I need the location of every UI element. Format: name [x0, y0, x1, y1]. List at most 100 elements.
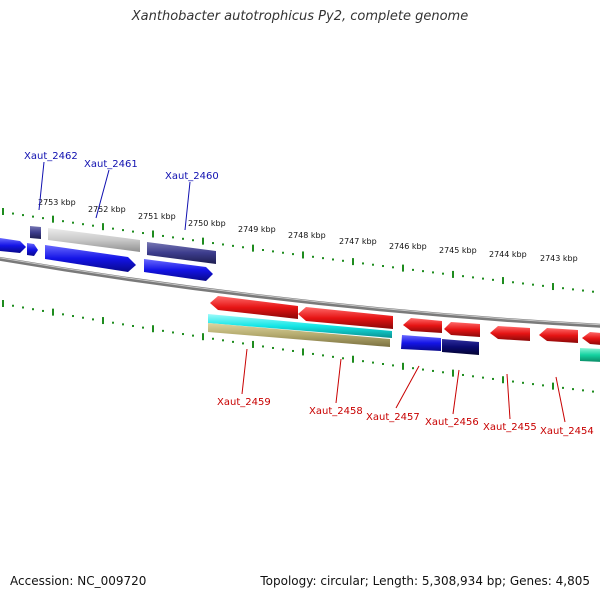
- gene-xaut-2460[interactable]: [147, 242, 216, 264]
- scale-label: 2745 kbp: [439, 246, 477, 255]
- scale-label: 2750 kbp: [188, 219, 226, 228]
- minor-tick: [62, 220, 64, 223]
- minor-tick: [532, 383, 534, 386]
- scale-label: 2752 kbp: [88, 205, 126, 214]
- minor-tick: [342, 357, 344, 360]
- minor-tick: [72, 221, 74, 224]
- minor-tick: [222, 339, 224, 342]
- minor-tick: [412, 367, 414, 370]
- minor-tick: [132, 230, 134, 233]
- minor-tick: [312, 352, 314, 355]
- major-tick: [252, 244, 254, 252]
- major-tick: [502, 376, 504, 384]
- minor-tick: [22, 214, 24, 217]
- minor-tick: [592, 390, 594, 393]
- minor-tick: [122, 323, 124, 326]
- gene-xaut-2457-cds[interactable]: [401, 335, 441, 351]
- minor-tick: [262, 249, 264, 252]
- minor-tick: [122, 229, 124, 232]
- minor-tick: [212, 242, 214, 245]
- minor-tick: [462, 373, 464, 376]
- gene-feature-tan[interactable]: [208, 323, 390, 347]
- minor-tick: [82, 316, 84, 319]
- minor-tick: [142, 232, 144, 235]
- minor-tick: [572, 288, 574, 291]
- gene-xaut-2454[interactable]: [539, 328, 578, 343]
- bottom-gene-labels: Xaut_2459 Xaut_2458 Xaut_2457 Xaut_2456 …: [217, 348, 594, 437]
- top-gene-labels: Xaut_2462 Xaut_2461 Xaut_2460: [24, 151, 219, 231]
- scale-label: 2751 kbp: [138, 212, 176, 221]
- minor-tick: [62, 313, 64, 316]
- minor-tick: [262, 345, 264, 348]
- gene-feature-teal[interactable]: [580, 348, 600, 362]
- gene-feature-blue-2[interactable]: [144, 259, 213, 281]
- gene-xaut-2462[interactable]: [30, 226, 41, 239]
- minor-tick: [382, 265, 384, 268]
- major-tick: [102, 317, 104, 325]
- minor-tick: [142, 326, 144, 329]
- minor-tick: [292, 349, 294, 352]
- scale-label: 2747 kbp: [339, 237, 377, 246]
- gene-label-xaut-2459[interactable]: Xaut_2459: [217, 397, 271, 408]
- scale-label: 2749 kbp: [238, 225, 276, 234]
- minor-tick: [362, 360, 364, 363]
- scale-label: 2753 kbp: [38, 198, 76, 207]
- minor-tick: [112, 321, 114, 324]
- gene-xaut-2456-cds[interactable]: [442, 339, 479, 355]
- minor-tick: [242, 246, 244, 249]
- minor-tick: [442, 371, 444, 374]
- major-tick: [552, 283, 554, 291]
- minor-tick: [192, 239, 194, 242]
- gene-label-xaut-2454[interactable]: Xaut_2454: [540, 426, 594, 437]
- major-tick: [2, 300, 4, 307]
- gene-feature[interactable]: [27, 243, 38, 256]
- major-tick: [452, 369, 454, 377]
- gene-xaut-2455[interactable]: [490, 326, 530, 341]
- minor-tick: [242, 342, 244, 345]
- genome-summary: Topology: circular; Length: 5,308,934 bp…: [260, 574, 590, 588]
- gene-label-xaut-2457[interactable]: Xaut_2457: [366, 412, 420, 423]
- minor-tick: [432, 369, 434, 372]
- inner-scale-ticks: [2, 300, 594, 393]
- minor-tick: [522, 381, 524, 384]
- gene-xaut-2461[interactable]: [48, 228, 140, 252]
- minor-tick: [272, 346, 274, 349]
- major-tick: [102, 223, 104, 231]
- major-tick: [52, 215, 54, 223]
- gene-feature-red-edge[interactable]: [582, 332, 600, 345]
- gene-label-xaut-2462[interactable]: Xaut_2462: [24, 151, 78, 162]
- minor-tick: [332, 355, 334, 358]
- gene-feature-cyan[interactable]: [208, 314, 392, 338]
- gene-label-xaut-2461[interactable]: Xaut_2461: [84, 159, 138, 170]
- minor-tick: [222, 243, 224, 246]
- minor-tick: [522, 282, 524, 285]
- minor-tick: [472, 375, 474, 378]
- gene-xaut-2458[interactable]: [298, 307, 393, 329]
- minor-tick: [322, 354, 324, 357]
- minor-tick: [162, 329, 164, 332]
- scale-label: 2746 kbp: [389, 242, 427, 251]
- gene-xaut-2457[interactable]: [403, 318, 442, 333]
- gene-label-xaut-2458[interactable]: Xaut_2458: [309, 406, 363, 417]
- minor-tick: [482, 376, 484, 379]
- minor-tick: [12, 304, 14, 307]
- minor-tick: [392, 364, 394, 367]
- forward-strand-features: [0, 226, 216, 281]
- gene-feature-blue[interactable]: [45, 245, 136, 272]
- minor-tick: [542, 384, 544, 387]
- gene-label-xaut-2455[interactable]: Xaut_2455: [483, 422, 537, 433]
- gene-xaut-2456[interactable]: [444, 322, 480, 337]
- minor-tick: [432, 271, 434, 274]
- major-tick: [452, 270, 454, 278]
- scale-label: 2748 kbp: [288, 231, 326, 240]
- gene-feature[interactable]: [0, 238, 26, 253]
- gene-label-xaut-2456[interactable]: Xaut_2456: [425, 417, 479, 428]
- minor-tick: [172, 331, 174, 334]
- minor-tick: [132, 324, 134, 327]
- gene-xaut-2459[interactable]: [210, 296, 298, 319]
- gene-label-xaut-2460[interactable]: Xaut_2460: [165, 171, 219, 182]
- minor-tick: [312, 255, 314, 258]
- accession-label: Accession: NC_009720: [10, 574, 147, 588]
- minor-tick: [42, 217, 44, 220]
